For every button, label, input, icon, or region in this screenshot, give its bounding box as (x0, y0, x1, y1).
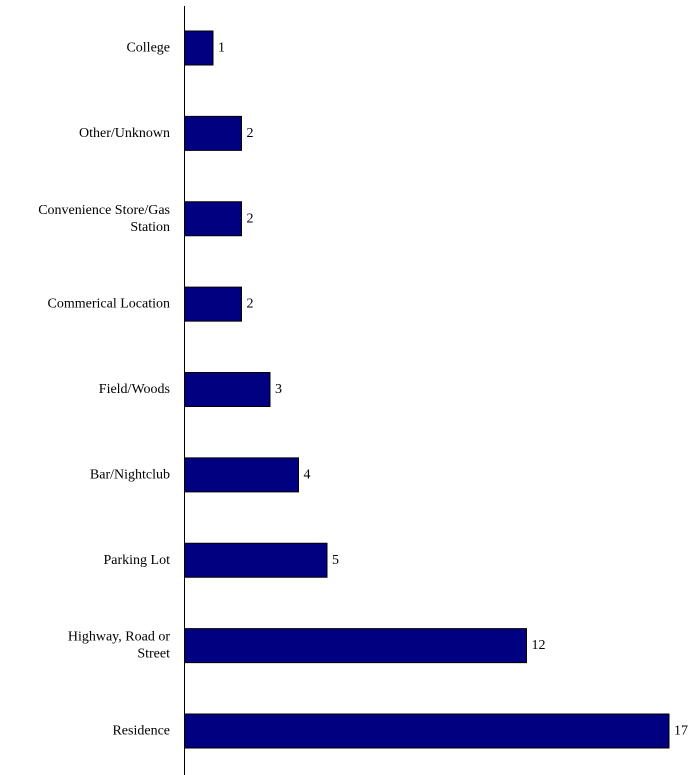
category-label-line: Street (137, 647, 170, 662)
category-label: College (126, 41, 170, 56)
category-label: Other/Unknown (79, 126, 170, 141)
category-label-line: Highway, Road or (68, 630, 170, 645)
category-label: Highway, Road or Street (68, 630, 170, 662)
chart-marks: 1 College 2 Other/Unknown 2 Convenience Store… (38, 30, 688, 749)
category-label-line: Commerical Location (48, 297, 170, 312)
category-label-line: Residence (112, 724, 170, 739)
category-label-line: Convenience Store/Gas (38, 203, 170, 218)
category-label: Residence (112, 724, 170, 739)
category-label: Field/Woods (99, 382, 170, 397)
category-label-line: Bar/Nightclub (90, 467, 170, 482)
data-label: 2 (247, 126, 254, 141)
bar (184, 30, 214, 66)
data-label: 17 (674, 724, 688, 739)
bar (184, 457, 299, 493)
data-label: 2 (247, 297, 254, 312)
category-label: Parking Lot (104, 553, 171, 568)
category-label-line: Other/Unknown (79, 126, 170, 141)
bar (184, 286, 242, 322)
category-label-line: Station (130, 220, 170, 235)
bar (184, 115, 242, 151)
data-label: 5 (332, 553, 339, 568)
bar (184, 713, 670, 749)
category-label: Bar/Nightclub (90, 467, 170, 482)
category-label: Commerical Location (48, 297, 170, 312)
bar (184, 542, 328, 578)
category-label-line: College (126, 41, 170, 56)
category-label-line: Field/Woods (99, 382, 170, 397)
category-label: Convenience Store/Gas Station (38, 203, 170, 235)
data-label: 12 (532, 638, 546, 653)
data-label: 1 (218, 41, 225, 56)
data-label: 3 (275, 382, 282, 397)
data-label: 4 (304, 467, 311, 482)
data-label: 2 (247, 211, 254, 226)
bar (184, 372, 271, 407)
bar (184, 201, 242, 237)
bar (184, 628, 527, 664)
category-label-line: Parking Lot (104, 553, 171, 568)
